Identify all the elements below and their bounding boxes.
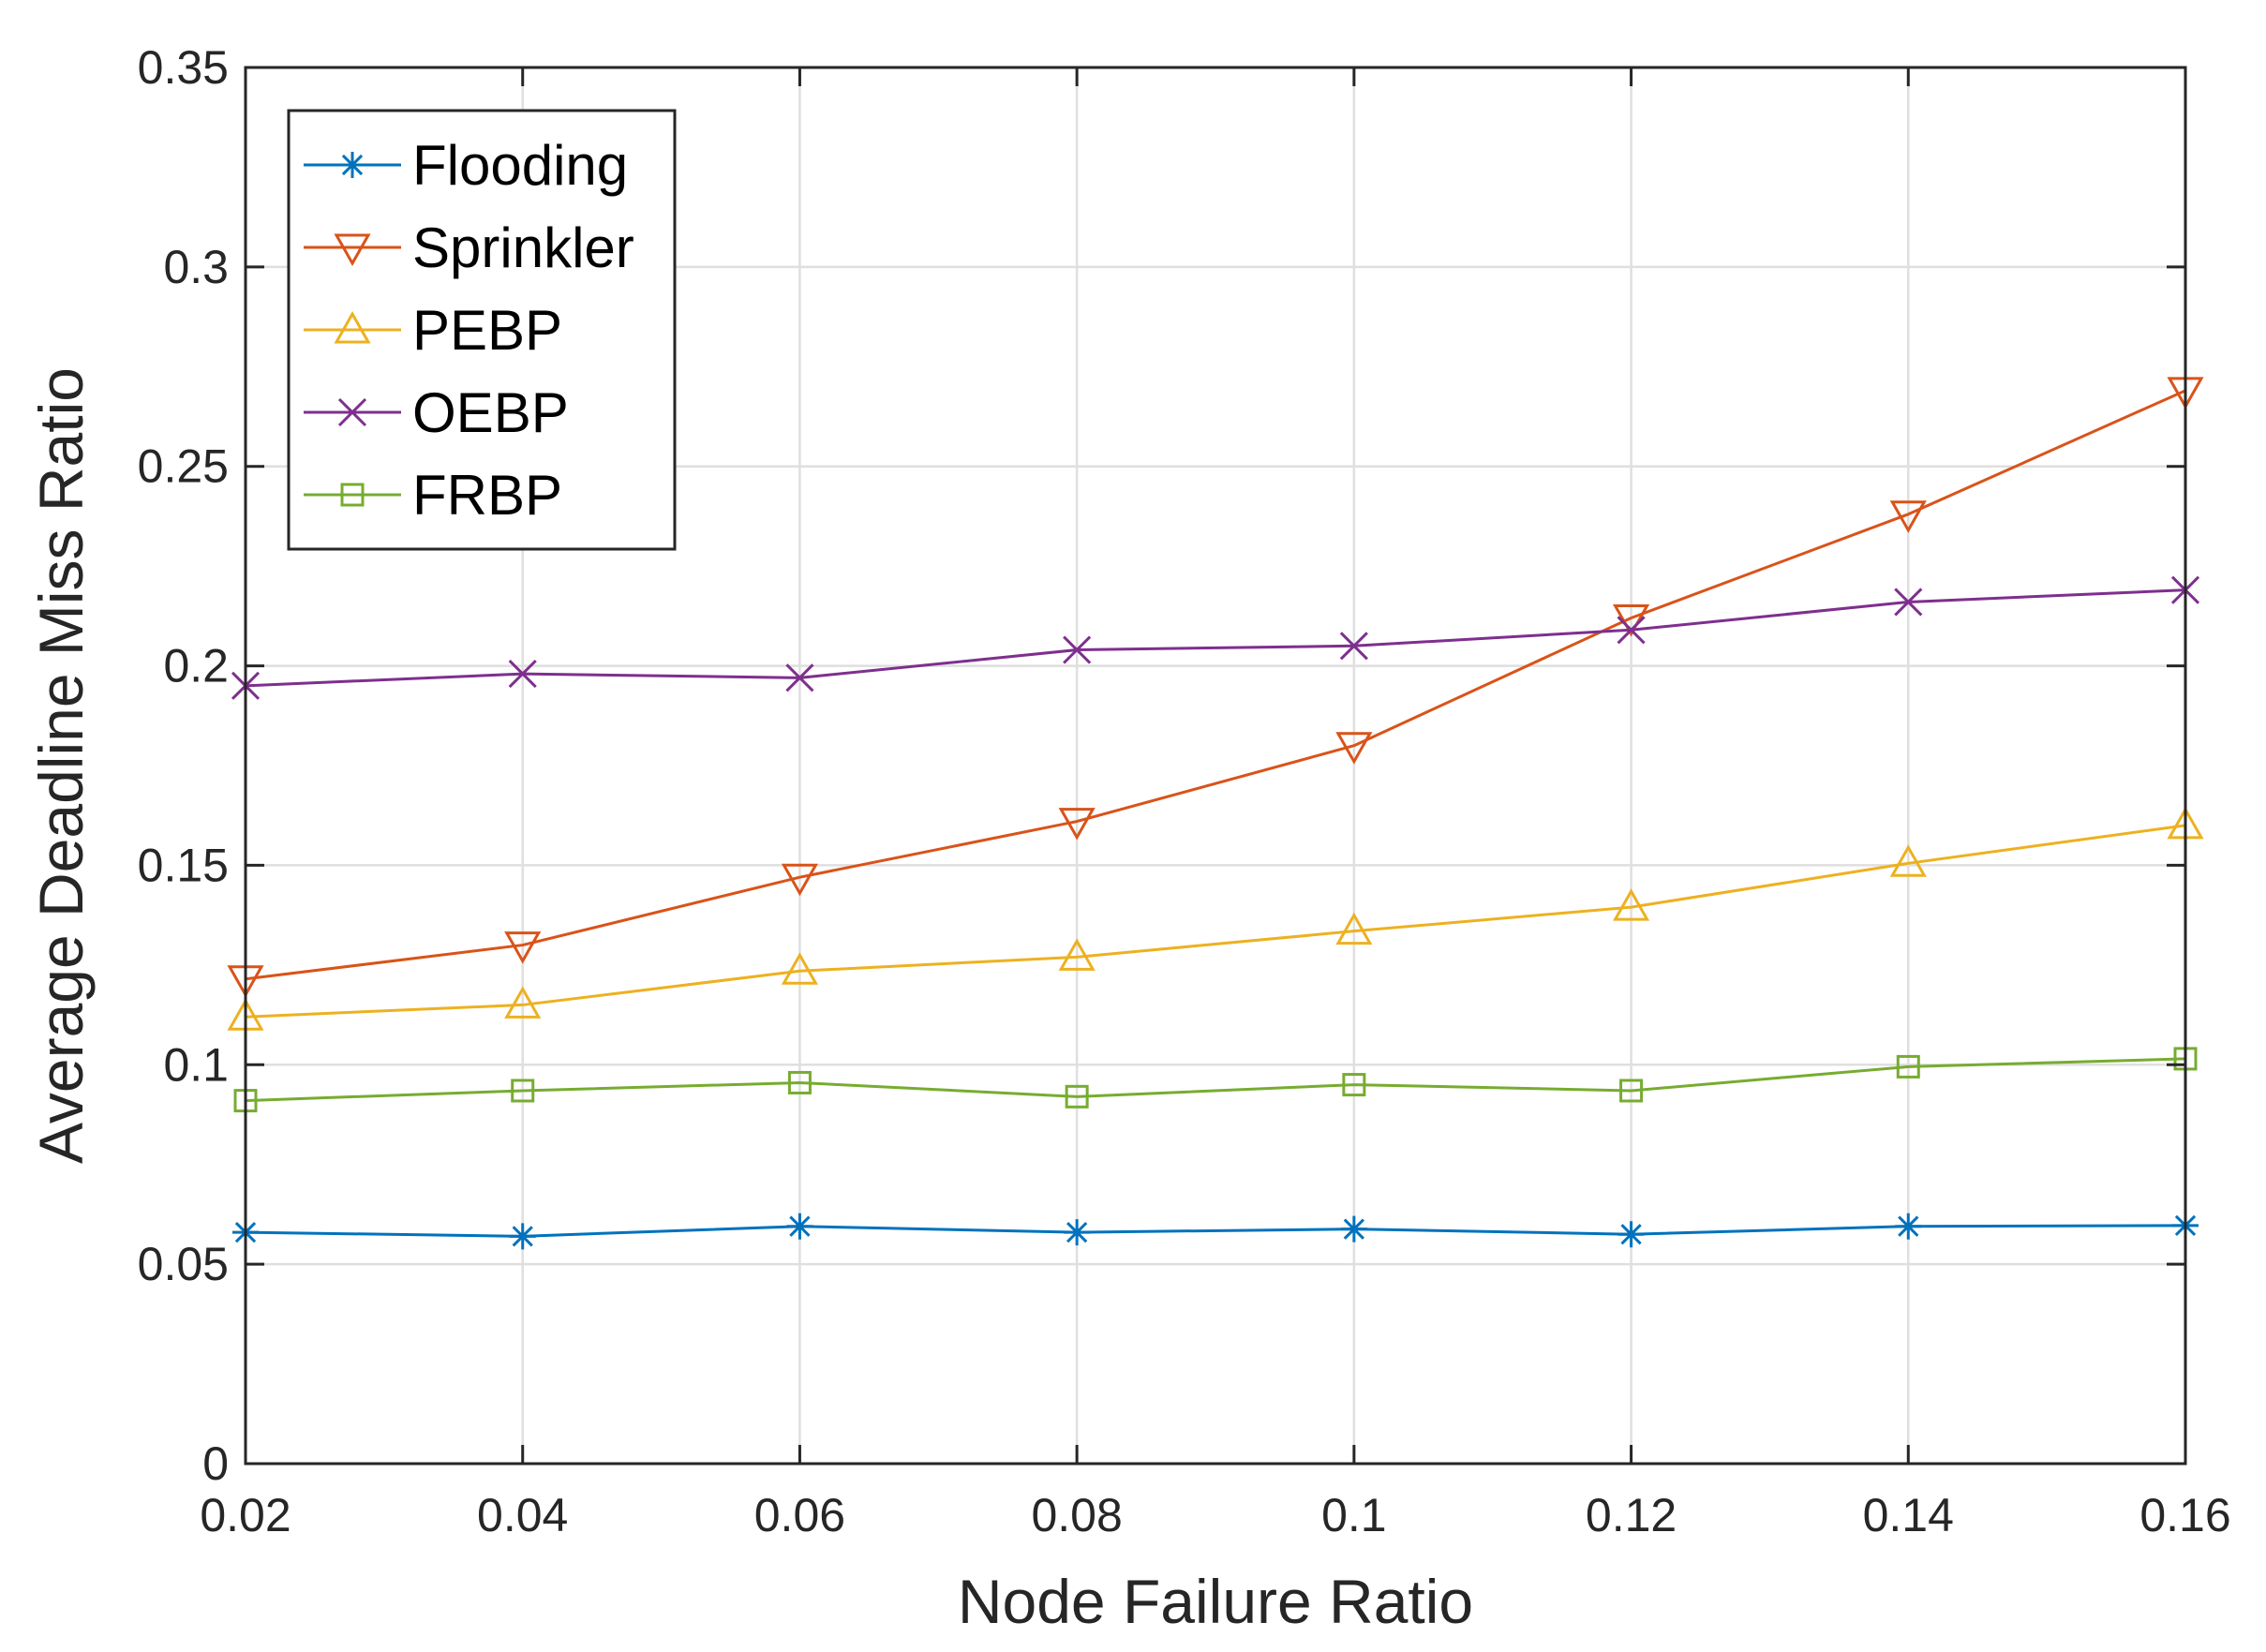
data-point-pebp <box>781 952 819 985</box>
data-point-flooding <box>1340 1215 1367 1243</box>
legend-item-flooding: Flooding <box>304 134 628 197</box>
legend-label: PEBP <box>412 299 562 362</box>
legend-label: OEBP <box>412 381 569 444</box>
data-point-sprinkler <box>1335 732 1373 765</box>
y-axis-title: Average Deadline Miss Ratio <box>26 367 96 1164</box>
y-tick-label: 0.25 <box>138 440 229 493</box>
data-point-sprinkler <box>781 863 819 897</box>
data-point-pebp <box>1889 844 1927 877</box>
y-tick-label: 0.2 <box>163 640 229 692</box>
legend-item-oebp: OEBP <box>304 381 569 444</box>
data-point-oebp <box>1617 616 1646 645</box>
legend: Flooding Sprinkler PEBP OEBP FRBP <box>287 109 677 551</box>
data-point-oebp <box>1063 635 1092 664</box>
plot-frame <box>244 66 2187 1466</box>
data-point-frbp <box>1619 1079 1644 1103</box>
y-tick-label: 0 <box>202 1437 229 1490</box>
data-point-frbp <box>1065 1084 1089 1109</box>
legend-marker <box>334 233 371 267</box>
x-tick-label: 0.1 <box>1321 1489 1387 1541</box>
axis-ticks: 0.02 0.04 0.06 0.08 0.1 0.12 0.14 0.16 0 0.05 0.1 0… <box>138 41 2231 1541</box>
y-tick-label: 0.15 <box>138 839 229 891</box>
data-point-pebp <box>1335 912 1373 945</box>
x-tick-label: 0.06 <box>754 1489 845 1541</box>
data-point-sprinkler <box>504 931 542 964</box>
legend-item-sprinkler: Sprinkler <box>304 216 634 279</box>
legend-item-frbp: FRBP <box>304 464 562 527</box>
data-point-oebp <box>508 660 537 689</box>
data-point-sprinkler <box>1612 603 1650 637</box>
data-point-pebp <box>504 986 542 1019</box>
legend-item-pebp: PEBP <box>304 299 562 362</box>
data-point-pebp <box>1058 938 1096 971</box>
data-point-flooding <box>1064 1219 1091 1246</box>
series-line-oebp <box>245 588 2186 688</box>
data-point-frbp <box>1896 1054 1920 1079</box>
legend-marker <box>340 483 365 507</box>
data-point-frbp <box>787 1070 812 1094</box>
y-tick-label: 0.05 <box>138 1238 229 1290</box>
x-tick-label: 0.16 <box>2139 1489 2230 1541</box>
data-point-oebp <box>785 663 814 692</box>
data-point-frbp <box>511 1079 535 1103</box>
data-point-flooding <box>1895 1213 1922 1240</box>
x-tick-label: 0.12 <box>1586 1489 1677 1541</box>
data-point-sprinkler <box>1889 500 1927 533</box>
y-tick-label: 0.3 <box>163 241 229 293</box>
data-point-flooding <box>509 1223 536 1250</box>
x-tick-label: 0.14 <box>1863 1489 1954 1541</box>
legend-marker <box>334 310 371 344</box>
series-line-pebp <box>245 824 2186 1019</box>
legend-marker <box>337 397 367 427</box>
data-point-pebp <box>1612 888 1650 921</box>
data-point-frbp <box>1342 1073 1366 1097</box>
x-tick-label: 0.02 <box>200 1489 291 1541</box>
x-tick-label: 0.04 <box>477 1489 568 1541</box>
data-point-flooding <box>786 1213 813 1240</box>
legend-label: Sprinkler <box>412 216 634 279</box>
legend-label: Flooding <box>412 134 628 197</box>
data-point-oebp <box>1339 632 1368 661</box>
x-tick-label: 0.08 <box>1031 1489 1122 1541</box>
series-line-flooding <box>245 1224 2186 1238</box>
data-point-flooding <box>1618 1221 1645 1248</box>
series-line-frbp <box>245 1057 2186 1103</box>
series-line-sprinkler <box>245 389 2186 981</box>
legend-label: FRBP <box>412 464 562 527</box>
x-axis-title: Node Failure Ratio <box>958 1567 1473 1636</box>
data-point-sprinkler <box>1058 808 1096 841</box>
y-tick-label: 0.35 <box>138 41 229 94</box>
data-point-oebp <box>1894 588 1923 617</box>
legend-marker <box>339 152 365 178</box>
y-tick-label: 0.1 <box>163 1038 229 1091</box>
